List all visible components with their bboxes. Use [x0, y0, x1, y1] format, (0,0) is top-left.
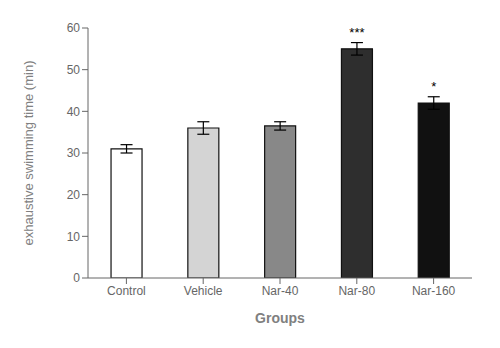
svg-text:Groups: Groups	[255, 310, 305, 326]
svg-text:exhaustive swimming time (min): exhaustive swimming time (min)	[21, 61, 36, 246]
svg-text:Nar-160: Nar-160	[412, 284, 456, 298]
svg-text:10: 10	[67, 230, 81, 244]
svg-text:Nar-40: Nar-40	[262, 284, 299, 298]
svg-text:*: *	[431, 79, 436, 94]
svg-text:30: 30	[67, 146, 81, 160]
svg-text:Vehicle: Vehicle	[184, 284, 223, 298]
svg-text:60: 60	[67, 21, 81, 35]
svg-text:20: 20	[67, 188, 81, 202]
svg-text:Nar-80: Nar-80	[338, 284, 375, 298]
svg-text:50: 50	[67, 63, 81, 77]
svg-text:***: ***	[349, 25, 364, 40]
svg-text:0: 0	[73, 271, 80, 285]
svg-text:Control: Control	[107, 284, 146, 298]
svg-text:40: 40	[67, 105, 81, 119]
